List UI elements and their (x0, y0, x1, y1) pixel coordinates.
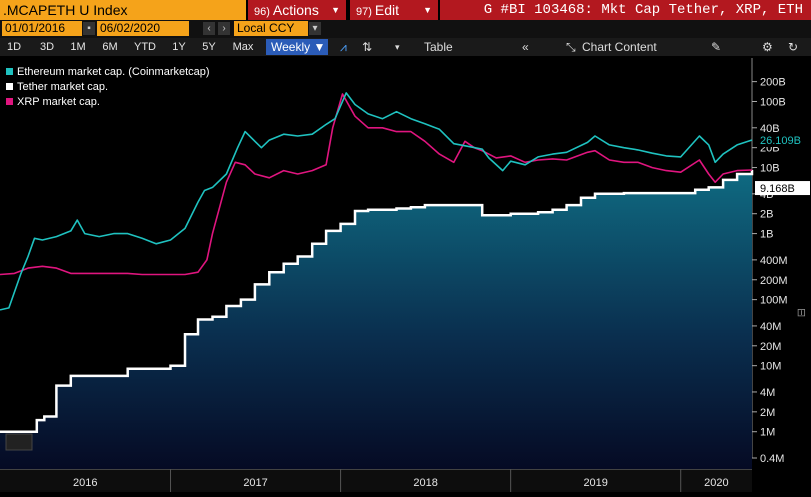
frequency-select[interactable]: Weekly ▼ (266, 39, 328, 55)
tether-series-line (0, 170, 754, 433)
edit-number: 97) (356, 6, 372, 18)
currency-select[interactable]: Local CCY (234, 21, 308, 36)
y-tick-label: 200B (760, 77, 786, 89)
chevron-right-icon[interactable]: › (218, 22, 230, 35)
settings-gear-icon[interactable]: ⚙ (762, 40, 773, 54)
x-tick-label: 2017 (243, 477, 267, 489)
line-chart-icon[interactable]: ⩘ (340, 40, 347, 54)
axis-scale-icon: ⊟ (795, 308, 807, 317)
y-tick-label: 10M (760, 361, 781, 373)
y-tick-label: 200M (760, 275, 788, 287)
period-max[interactable]: Max (232, 41, 254, 53)
chart-legend: Ethereum market cap. (Coinmarketcap) Teth… (6, 66, 210, 108)
market-cap-chart: 0.4M1M2M4M10M20M40M100M200M400M1B2B4B10B… (0, 58, 811, 492)
xrp-last-value: 9.168B (760, 183, 795, 195)
edit-label: Edit (374, 2, 400, 18)
actions-label: Actions (272, 2, 319, 18)
legend-swatch-tether (6, 83, 13, 90)
actions-number: 96) (254, 6, 270, 18)
caret-down-icon: ▼ (423, 5, 432, 15)
start-date-field[interactable]: 01/01/2016 (2, 21, 82, 36)
actions-menu[interactable]: 96) Actions ▼ (248, 0, 346, 20)
calendar-icon[interactable]: ▪ (83, 22, 95, 35)
y-tick-label: 100M (760, 295, 788, 307)
period-5y[interactable]: 5Y (202, 41, 216, 53)
ethereum-last-value-bg (755, 133, 810, 148)
y-tick-label: 0.4M (760, 453, 784, 465)
edit-pen-icon[interactable]: ✎ (711, 40, 722, 54)
period-1m[interactable]: 1M (70, 41, 86, 53)
legend-bg (2, 62, 260, 112)
period-toolbar (0, 38, 811, 56)
y-tick-label: 10B (760, 163, 780, 175)
x-tick-label: 2016 (73, 477, 97, 489)
x-tick-label: 2020 (704, 477, 728, 489)
y-tick-label: 4M (760, 387, 775, 399)
legend-label-tether: Tether market cap. (17, 81, 108, 93)
ethereum-last-value: 26.109B (760, 135, 801, 147)
legend-label-ethereum: Ethereum market cap. (Coinmarketcap) (17, 66, 210, 78)
chart-area: 0.4M1M2M4M10M20M40M100M200M400M1B2B4B10B… (0, 58, 811, 492)
caret-down-icon: ▼ (331, 5, 340, 15)
period-6m[interactable]: 6M (102, 41, 118, 53)
legend-label-xrp: XRP market cap. (17, 96, 100, 108)
y-axis-panel (752, 58, 811, 492)
y-tick-label: 2M (760, 407, 775, 419)
collapse-icon[interactable]: « (522, 40, 529, 54)
y-tick-label: 2B (760, 209, 773, 221)
y-tick-label: 40B (760, 123, 780, 135)
period-1d[interactable]: 1D (6, 41, 22, 53)
y-tick-label: 40M (760, 321, 781, 333)
chart-content-button[interactable]: Chart Content (582, 40, 657, 54)
currency-dropdown-icon[interactable]: ▾ (309, 22, 321, 35)
y-tick-label: 20M (760, 341, 781, 353)
legend-swatch-xrp (6, 98, 13, 105)
ethereum-series-line (0, 92, 753, 311)
period-3d[interactable]: 3D (39, 41, 55, 53)
date-range-bar (0, 20, 811, 38)
period-ytd[interactable]: YTD (134, 41, 156, 53)
sort-icon[interactable]: ⇅ (362, 40, 373, 54)
x-tick-label: 2018 (413, 477, 437, 489)
frequency-label: Weekly (271, 40, 311, 54)
period-1y[interactable]: 1Y (172, 41, 186, 53)
table-button[interactable]: Table (424, 40, 453, 54)
xrp-series-line (0, 93, 753, 276)
tether-area-fill (0, 170, 752, 469)
legend-swatch-ethereum (6, 68, 13, 75)
chart-type-toggle-icon (5, 433, 33, 451)
caret-down-icon: ▼ (313, 40, 326, 54)
top-menu-bar: .MCAPETH U Index 96) Actions ▼ 97) Edit ▼ G … (0, 0, 811, 20)
y-tick-label: 1B (760, 229, 773, 241)
x-axis-band (0, 469, 752, 492)
edit-menu[interactable]: 97) Edit ▼ (350, 0, 438, 20)
y-tick-label: 1M (760, 427, 775, 439)
y-tick-label: 100B (760, 97, 786, 109)
chart-title: G #BI 103468: Mkt Cap Tether, XRP, ETH (440, 0, 811, 20)
chart-content-icon[interactable]: ⤡ (566, 40, 576, 54)
chevron-left-icon[interactable]: ‹ (203, 22, 215, 35)
end-date-field[interactable]: 06/02/2020 (97, 21, 189, 36)
security-ticker[interactable]: .MCAPETH U Index (0, 0, 246, 20)
x-tick-label: 2019 (583, 477, 607, 489)
xrp-last-value-bg (755, 181, 810, 196)
y-tick-label: 400M (760, 255, 788, 267)
options-dropdown-icon[interactable]: ▾ (395, 42, 400, 52)
refresh-icon[interactable]: ↻ (788, 40, 799, 54)
